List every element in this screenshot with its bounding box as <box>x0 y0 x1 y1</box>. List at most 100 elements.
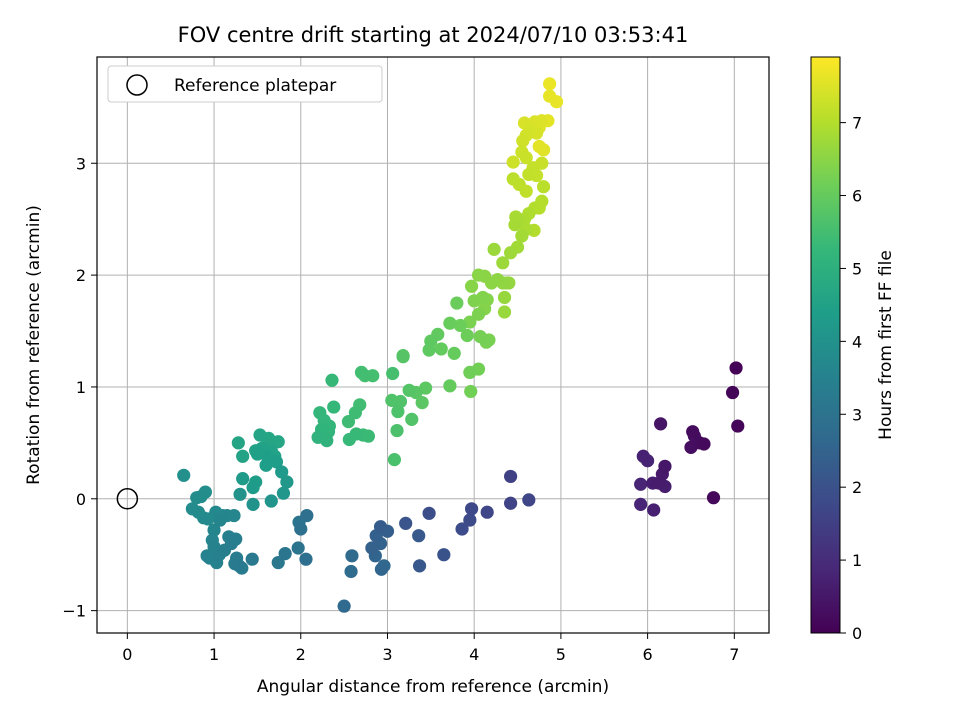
data-point <box>522 493 536 507</box>
data-point <box>543 89 557 103</box>
data-point <box>471 307 486 321</box>
data-point <box>658 459 672 473</box>
plot-frame <box>96 56 770 634</box>
data-point <box>497 305 512 319</box>
data-point <box>697 437 711 451</box>
data-point <box>487 242 501 256</box>
data-point <box>271 555 285 570</box>
y-tick-label: 3 <box>76 154 86 173</box>
data-point <box>543 77 557 91</box>
data-point <box>516 134 530 148</box>
colorbar-tick-label: 6 <box>852 187 862 206</box>
y-tick-label: 0 <box>76 490 86 509</box>
legend-open-circle-icon <box>126 74 148 96</box>
colorbar-tick-label: 0 <box>852 624 862 643</box>
data-point <box>177 468 191 482</box>
data-point <box>233 487 247 501</box>
x-tick-label: 7 <box>729 645 739 664</box>
data-point <box>473 330 487 344</box>
data-point <box>460 328 474 343</box>
data-point <box>345 549 359 563</box>
data-point <box>259 458 273 472</box>
data-point <box>437 548 451 562</box>
colorbar-tick-label: 1 <box>852 551 862 570</box>
data-point <box>480 505 494 519</box>
legend-box <box>107 65 383 103</box>
data-point <box>229 532 243 546</box>
data-point <box>250 447 265 461</box>
colorbar-tick-label: 7 <box>852 114 862 133</box>
data-point <box>706 491 721 505</box>
data-point <box>344 564 358 579</box>
x-tick-label: 3 <box>382 645 392 664</box>
data-point <box>325 373 339 387</box>
data-point <box>464 502 479 516</box>
data-point <box>373 520 388 534</box>
data-point <box>455 522 469 536</box>
data-point <box>634 477 648 491</box>
data-point <box>536 143 551 157</box>
data-point <box>190 491 204 505</box>
data-point <box>253 428 267 442</box>
x-axis-title: Angular distance from reference (arcmin) <box>257 677 609 697</box>
data-point <box>264 494 278 508</box>
data-point <box>246 481 260 495</box>
data-point <box>463 513 477 527</box>
data-point <box>405 412 419 426</box>
colorbar-label: Hours from first FF file <box>876 250 896 440</box>
data-point <box>522 167 536 182</box>
data-point <box>731 419 745 433</box>
data-point <box>269 455 284 469</box>
data-point <box>341 415 356 429</box>
data-point <box>412 529 426 543</box>
data-point <box>396 350 410 364</box>
data-point <box>348 406 362 420</box>
data-point <box>246 497 260 511</box>
data-point <box>390 423 404 438</box>
data-point <box>443 316 457 330</box>
data-point <box>636 449 650 463</box>
data-point <box>729 361 743 375</box>
data-point <box>327 400 341 414</box>
data-point <box>387 453 402 467</box>
legend: Reference platepar <box>107 65 383 103</box>
data-point <box>450 296 464 310</box>
data-point <box>354 365 369 380</box>
data-point <box>496 256 510 270</box>
data-point <box>311 430 325 444</box>
data-point <box>471 268 486 282</box>
data-point <box>504 246 518 260</box>
colorbar-tick-label: 3 <box>852 405 862 424</box>
data-point <box>647 503 661 517</box>
y-axis-ticks: −1 0 1 2 3 <box>62 154 97 621</box>
data-point <box>536 180 551 194</box>
data-point <box>504 469 518 484</box>
data-point <box>374 562 389 576</box>
data-point <box>200 549 214 563</box>
data-point <box>236 449 250 463</box>
y-tick-label: −1 <box>62 602 86 621</box>
data-point <box>506 155 520 169</box>
y-tick-label: 1 <box>76 378 86 397</box>
data-point <box>236 472 250 486</box>
data-point <box>725 385 740 400</box>
data-point <box>447 346 461 360</box>
legend-entry-reference: Reference platepar <box>174 76 336 96</box>
data-point <box>386 366 400 381</box>
data-point <box>415 396 429 410</box>
data-point <box>299 552 313 566</box>
colorbar <box>810 56 841 634</box>
x-tick-label: 1 <box>209 645 219 664</box>
data-point <box>291 541 305 555</box>
data-point <box>453 318 467 333</box>
data-point <box>365 541 379 555</box>
data-point <box>634 497 648 511</box>
data-point <box>497 290 512 305</box>
data-points <box>177 77 745 613</box>
data-point <box>463 365 477 380</box>
y-axis-title: Rotation from reference (arcmin) <box>24 205 44 485</box>
data-point <box>464 384 478 399</box>
reference-platepar-marker <box>116 488 139 510</box>
colorbar-tick-label: 5 <box>852 259 862 278</box>
